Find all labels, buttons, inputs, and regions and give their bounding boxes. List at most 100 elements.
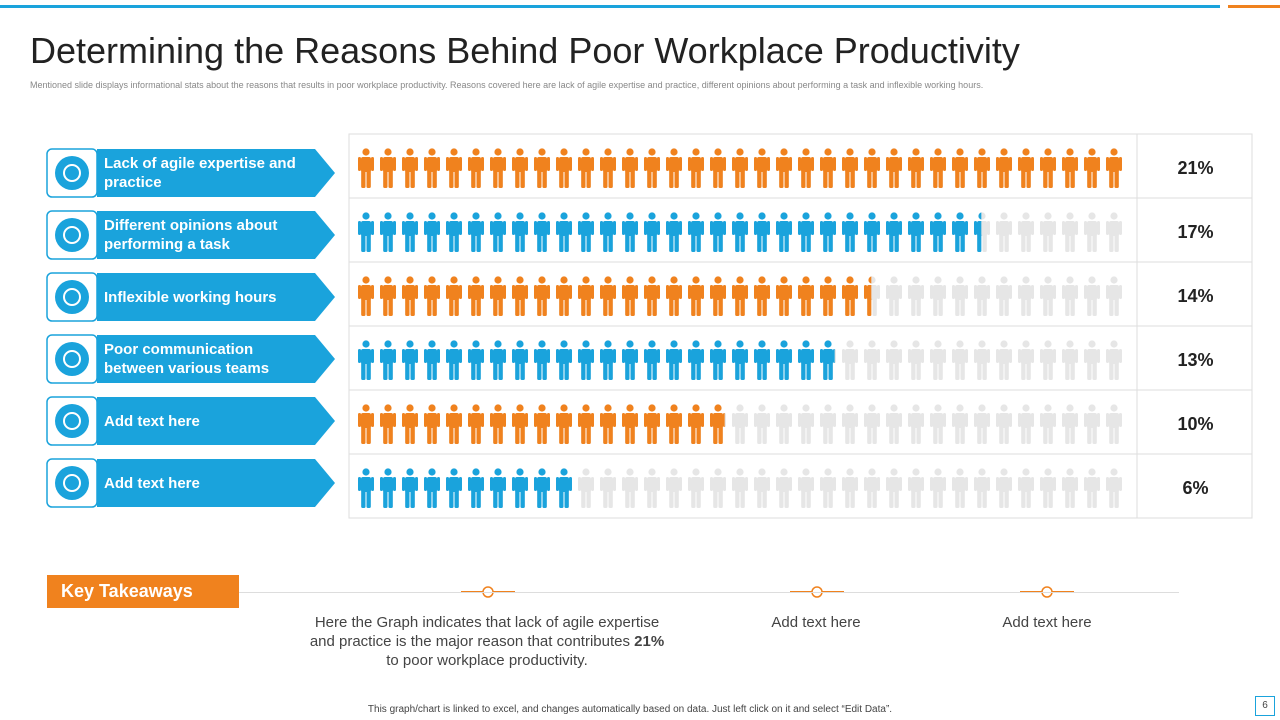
icon bbox=[798, 340, 814, 380]
icon-bg bbox=[688, 468, 704, 508]
label-icon bbox=[63, 412, 81, 430]
icon-bg bbox=[776, 468, 792, 508]
icon bbox=[402, 468, 418, 508]
title: Determining the Reasons Behind Poor Work… bbox=[30, 30, 1020, 71]
icon-bg bbox=[600, 468, 616, 508]
label-arrow bbox=[97, 273, 335, 321]
icon bbox=[644, 148, 660, 188]
label-icon bbox=[63, 164, 81, 182]
label-icon bbox=[63, 350, 81, 368]
icon bbox=[798, 212, 814, 252]
icon bbox=[380, 468, 396, 508]
icon-bg bbox=[1062, 212, 1078, 252]
icon bbox=[556, 404, 572, 444]
icon-bg bbox=[1062, 340, 1078, 380]
icon bbox=[666, 212, 682, 252]
icon bbox=[622, 340, 638, 380]
takeaway-text: Here the Graph indicates that lack of ag… bbox=[307, 613, 667, 670]
icon bbox=[666, 276, 682, 316]
icon bbox=[380, 212, 396, 252]
icon bbox=[534, 148, 550, 188]
icon-bg bbox=[864, 404, 880, 444]
icon bbox=[468, 212, 484, 252]
page-number: 6 bbox=[1255, 696, 1275, 716]
icon bbox=[820, 212, 836, 252]
icon bbox=[798, 276, 814, 316]
icon bbox=[600, 212, 616, 252]
icon-bg bbox=[1106, 340, 1122, 380]
icon bbox=[952, 148, 968, 188]
icon bbox=[776, 340, 792, 380]
icon bbox=[556, 276, 572, 316]
icon-bg bbox=[974, 404, 990, 444]
icon-bg bbox=[820, 468, 836, 508]
icon bbox=[666, 404, 682, 444]
icon-bg bbox=[930, 276, 946, 316]
icon-bg bbox=[930, 404, 946, 444]
category-label: Add text here bbox=[104, 412, 200, 430]
category-label: Inflexible working hours bbox=[104, 288, 277, 306]
label-icon bbox=[55, 342, 89, 376]
icon bbox=[710, 340, 726, 380]
icon-bg bbox=[930, 468, 946, 508]
icon-bg bbox=[1018, 276, 1034, 316]
icon bbox=[446, 404, 462, 444]
icon bbox=[930, 212, 946, 252]
icon-bg bbox=[622, 468, 638, 508]
icon bbox=[512, 276, 528, 316]
icon bbox=[512, 468, 528, 508]
icon bbox=[402, 212, 418, 252]
icon-bg bbox=[1062, 404, 1078, 444]
icon bbox=[622, 404, 638, 444]
icon-bg bbox=[1040, 404, 1056, 444]
icon bbox=[380, 276, 396, 316]
takeaway-highlight: 21% bbox=[634, 633, 665, 650]
icon-bg bbox=[754, 468, 770, 508]
icon bbox=[622, 212, 638, 252]
icon bbox=[578, 276, 594, 316]
value-label: 17% bbox=[1177, 222, 1214, 242]
label-icon bbox=[55, 466, 89, 500]
icon bbox=[468, 276, 484, 316]
label-arrow bbox=[97, 211, 335, 259]
icon bbox=[622, 276, 638, 316]
icon-bg bbox=[732, 404, 748, 444]
icon bbox=[358, 404, 374, 444]
takeaways-heading: Key Takeaways bbox=[47, 575, 239, 608]
category-label: Poor communication between various teams bbox=[104, 341, 270, 377]
icon bbox=[754, 148, 770, 188]
icon-bg bbox=[996, 276, 1012, 316]
category-label: Add text here bbox=[104, 474, 200, 492]
icon-bg bbox=[842, 468, 858, 508]
icon bbox=[468, 148, 484, 188]
category-label: Lack of agile expertise and practice bbox=[104, 155, 296, 191]
takeaway-text: Add text here bbox=[771, 614, 861, 631]
icon bbox=[666, 148, 682, 188]
icon bbox=[446, 340, 462, 380]
icon bbox=[490, 148, 506, 188]
icon bbox=[402, 148, 418, 188]
icon bbox=[534, 468, 550, 508]
icon bbox=[556, 212, 572, 252]
icon bbox=[358, 148, 374, 188]
icon bbox=[1040, 148, 1056, 188]
icon bbox=[468, 340, 484, 380]
icon bbox=[754, 276, 770, 316]
icon bbox=[864, 212, 880, 252]
icon-bg bbox=[1040, 212, 1056, 252]
icon-bg bbox=[908, 276, 924, 316]
icon-bg bbox=[1106, 212, 1122, 252]
icon-row bbox=[358, 148, 1122, 188]
icon bbox=[402, 276, 418, 316]
icon bbox=[512, 212, 528, 252]
icon bbox=[908, 148, 924, 188]
icon-bg bbox=[1040, 276, 1056, 316]
icon bbox=[688, 212, 704, 252]
icon bbox=[820, 340, 835, 380]
takeaway-text: to poor workplace productivity. bbox=[386, 652, 588, 669]
icon bbox=[424, 340, 440, 380]
icon-bg bbox=[974, 468, 990, 508]
icon bbox=[578, 340, 594, 380]
value-label: 21% bbox=[1177, 158, 1214, 178]
icon bbox=[710, 212, 726, 252]
